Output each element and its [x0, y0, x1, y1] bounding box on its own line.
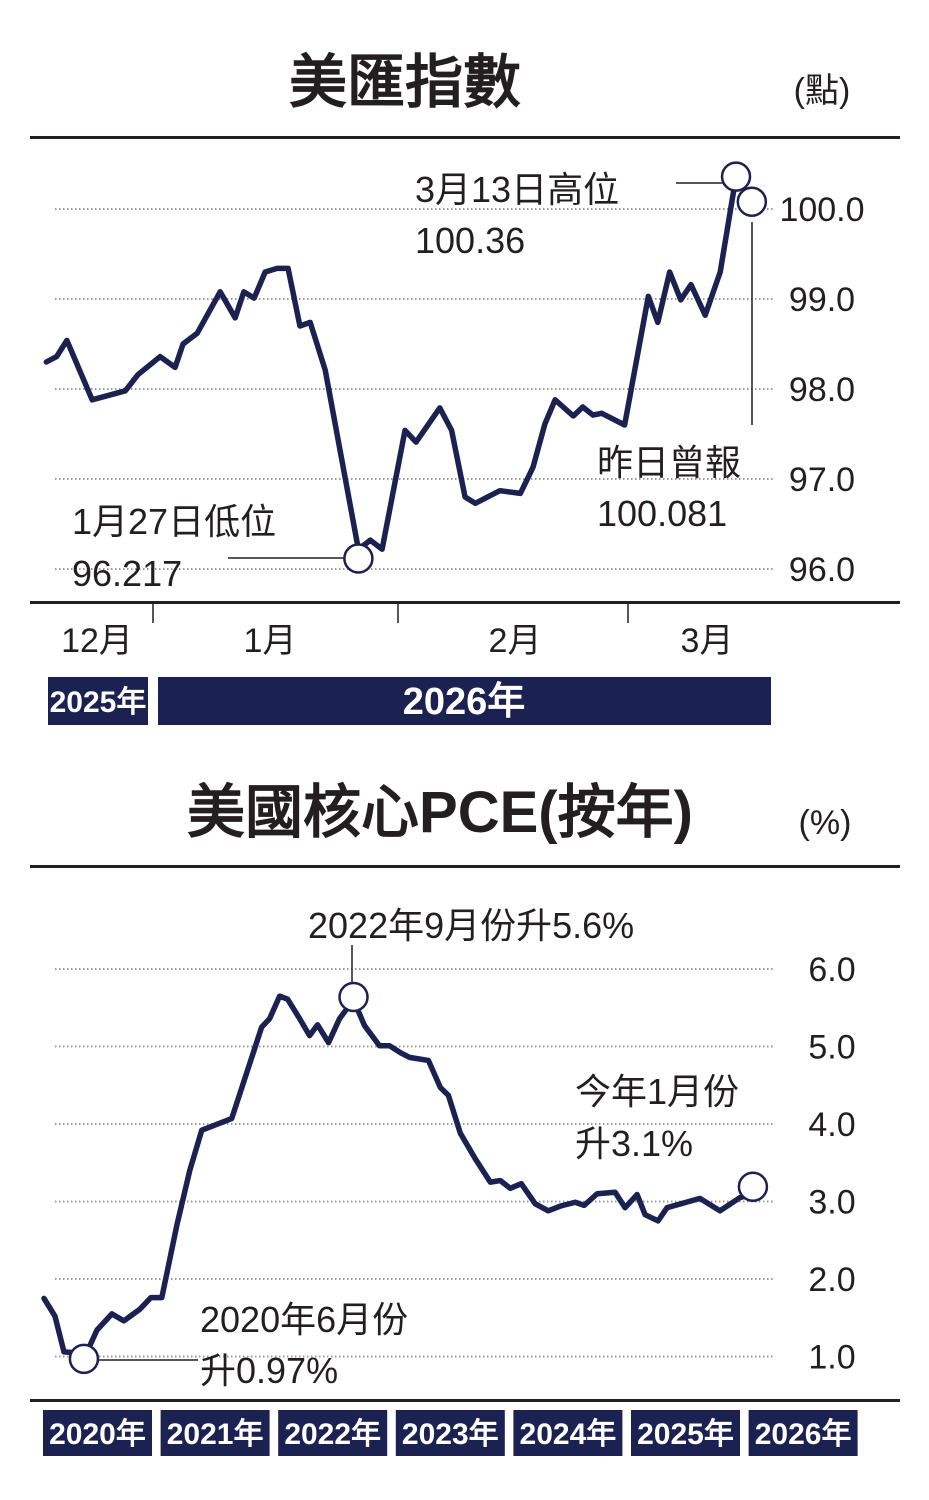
y-tick-label: 99.0: [789, 281, 855, 319]
year-bar: [395, 1410, 505, 1456]
year-label-2026: 2026年: [403, 681, 526, 723]
year-bar: [160, 1410, 270, 1456]
latest-marker: [737, 1171, 769, 1202]
year-label: 2020年: [49, 1418, 146, 1451]
y-tick-label: 97.0: [789, 461, 855, 499]
high-label: 3月13日高位: [415, 169, 619, 210]
year-bar: [43, 1410, 152, 1456]
low-marker: [68, 1343, 100, 1375]
year-label-2025: 2025年: [50, 686, 147, 719]
data-line: [43, 173, 755, 553]
low-label: 1月27日低位: [72, 501, 276, 542]
latest-marker: [736, 186, 768, 217]
latest-label: 今年1月份: [575, 1071, 739, 1112]
y-tick-label: 98.0: [789, 371, 855, 409]
y-tick-label: 3.0: [808, 1184, 855, 1222]
low-value: 升0.97%: [200, 1350, 338, 1391]
year-bar: [513, 1410, 623, 1456]
year-bar: [631, 1410, 740, 1456]
latest-label: 昨日曾報: [597, 442, 741, 483]
latest-value: 升3.1%: [575, 1123, 693, 1164]
year-label: 2024年: [520, 1418, 617, 1451]
y-axis-labels: 6.0 5.0 4.0 3.0 2.0 1.0: [808, 951, 855, 1377]
series-line: [41, 993, 756, 1362]
top-rule: [30, 136, 900, 139]
year-label: 2021年: [167, 1418, 264, 1451]
markers: [343, 161, 768, 574]
usd-index-chart: 美匯指數 (點) 100.0 99.0 98.0 97.0 96.0 3月13日高位 1…: [30, 50, 900, 725]
year-bar: [748, 1410, 858, 1456]
month-label-mar: 3月: [681, 622, 734, 660]
high-marker: [720, 161, 752, 192]
peak-label: 2022年9月份升5.6%: [308, 905, 634, 946]
month-label-feb: 2月: [489, 622, 542, 660]
high-value: 100.36: [415, 220, 525, 261]
y-tick-label: 4.0: [808, 1106, 855, 1144]
low-value: 96.217: [72, 553, 182, 594]
series-line: [43, 173, 755, 553]
top-rule: [30, 865, 900, 868]
year-bar-2026: [158, 677, 771, 725]
month-label-dec: 12月: [61, 622, 133, 660]
chart-title: 美國核心PCE(按年): [187, 780, 693, 845]
low-label: 2020年6月份: [200, 1299, 408, 1340]
year-bar: [278, 1410, 388, 1456]
y-tick-label: 100.0: [779, 191, 864, 229]
x-axis-line: [30, 601, 900, 604]
markers: [68, 981, 769, 1375]
year-bar-2025: [48, 677, 148, 725]
year-bars: 2020年 2021年 2022年 2023年 2024年 2025年 2026年: [43, 1410, 858, 1456]
data-line: [41, 993, 756, 1362]
year-label: 2023年: [402, 1418, 499, 1451]
x-axis-line: [30, 1399, 900, 1402]
y-axis-labels: 100.0 99.0 98.0 97.0 96.0: [779, 191, 864, 589]
year-label: 2026年: [755, 1418, 852, 1451]
unit-label: (%): [799, 804, 852, 842]
y-tick-label: 96.0: [789, 551, 855, 589]
y-tick-label: 1.0: [808, 1339, 855, 1377]
core-pce-chart: 美國核心PCE(按年) (%) 6.0 5.0 4.0 3.0 2.0 1.0 2022年…: [30, 780, 900, 1456]
y-tick-label: 6.0: [808, 951, 855, 989]
month-label-jan: 1月: [244, 622, 297, 660]
unit-label: (點): [794, 72, 851, 110]
latest-value: 100.081: [597, 493, 727, 534]
year-label: 2022年: [284, 1418, 381, 1451]
gridlines: [55, 208, 775, 570]
gridlines: [55, 968, 775, 1358]
low-marker: [343, 543, 374, 574]
peak-marker: [338, 981, 369, 1013]
year-label: 2025年: [637, 1418, 734, 1451]
y-tick-label: 5.0: [808, 1029, 855, 1067]
chart-title: 美匯指數: [289, 50, 521, 115]
y-tick-label: 2.0: [808, 1261, 855, 1299]
